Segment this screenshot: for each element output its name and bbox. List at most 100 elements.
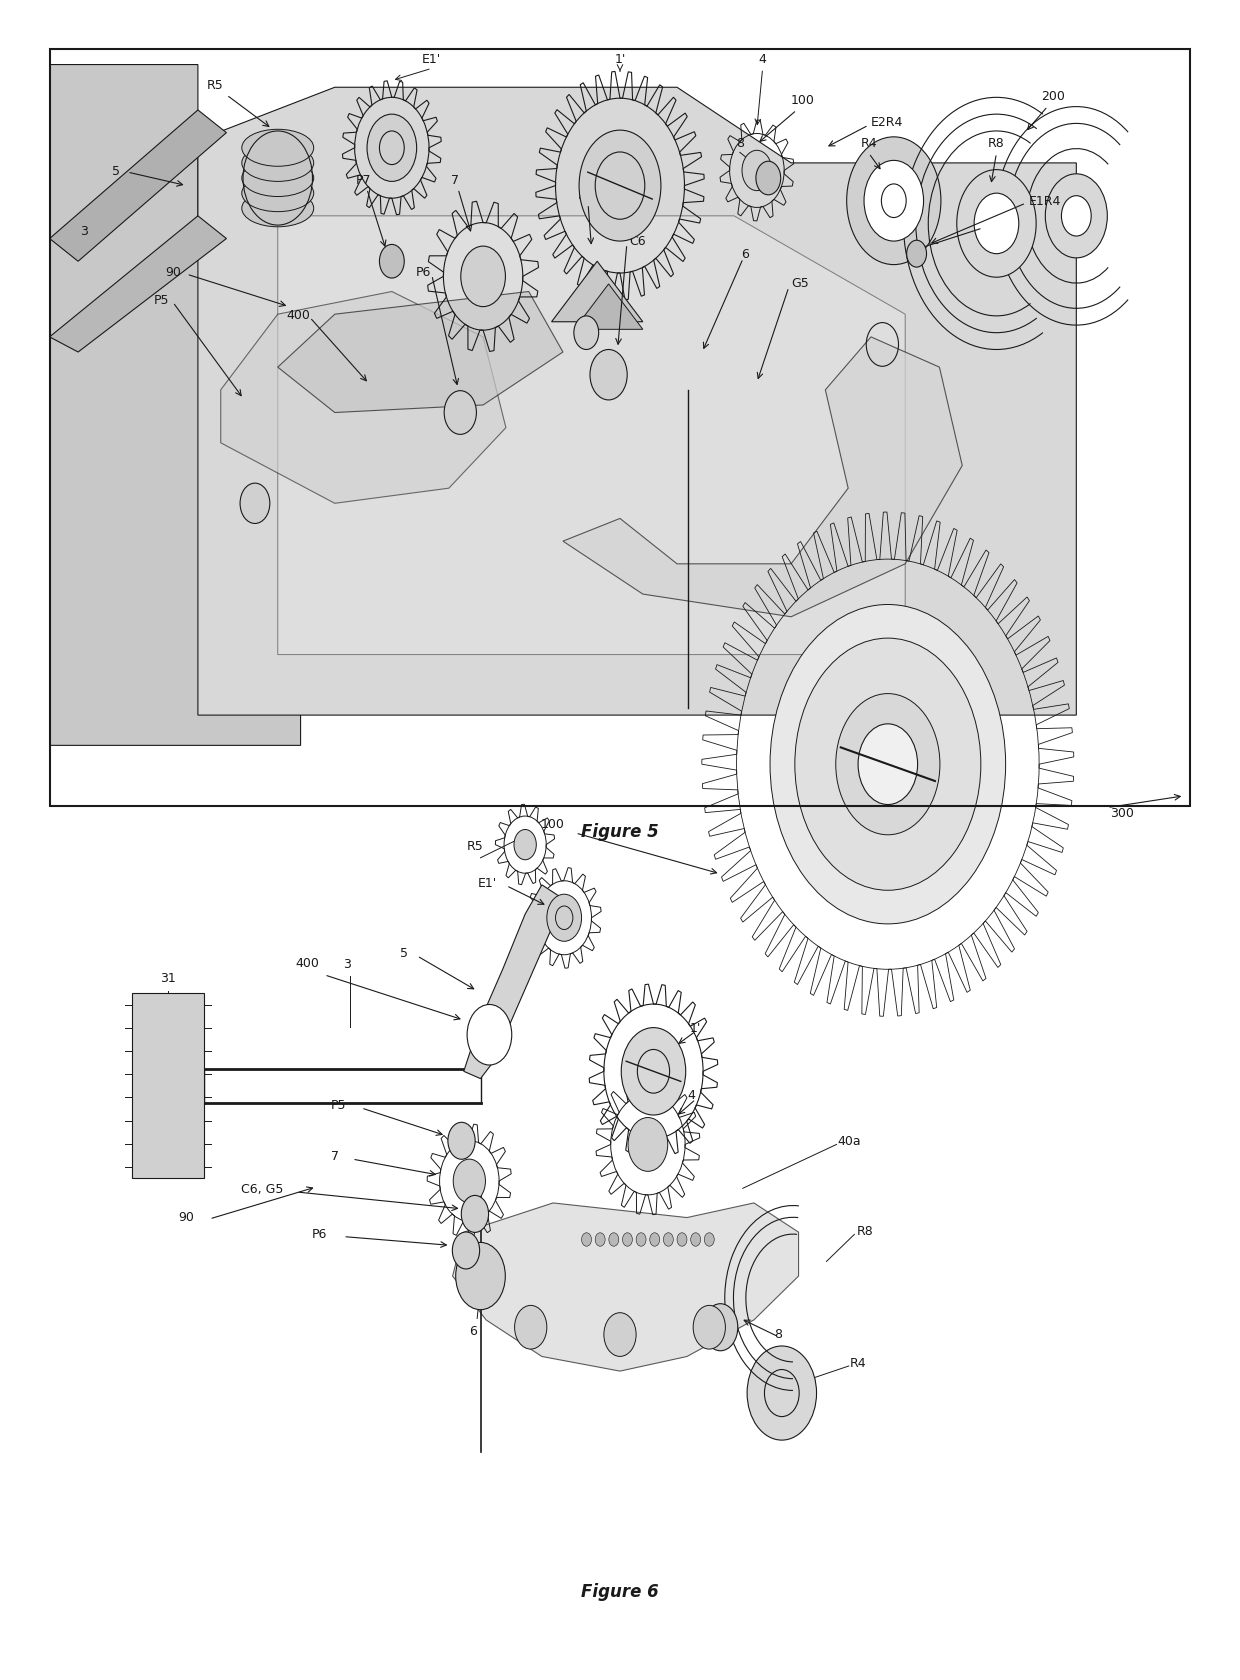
Text: 400: 400 (295, 956, 320, 969)
Text: 90: 90 (165, 265, 181, 279)
Text: R4: R4 (861, 138, 877, 150)
Text: E1': E1' (477, 877, 497, 890)
Circle shape (621, 1028, 686, 1116)
Text: 3: 3 (79, 225, 88, 239)
Text: 8: 8 (774, 1327, 782, 1339)
Circle shape (1045, 175, 1107, 259)
Circle shape (609, 1233, 619, 1247)
Text: P6: P6 (417, 265, 432, 279)
Circle shape (636, 1233, 646, 1247)
Text: P5: P5 (154, 294, 169, 306)
Polygon shape (198, 89, 1076, 716)
Text: 6: 6 (469, 1324, 476, 1337)
Text: P7: P7 (356, 173, 371, 186)
Circle shape (704, 1233, 714, 1247)
Bar (131, 995, 203, 1179)
Ellipse shape (242, 146, 314, 183)
Circle shape (691, 1233, 701, 1247)
Text: G5: G5 (791, 277, 810, 289)
Polygon shape (464, 885, 558, 1079)
Circle shape (1061, 197, 1091, 237)
Circle shape (590, 351, 627, 402)
Text: P6: P6 (312, 1228, 327, 1240)
Polygon shape (552, 262, 642, 323)
Circle shape (693, 1305, 725, 1349)
Text: 31: 31 (160, 971, 176, 984)
Circle shape (454, 1159, 486, 1203)
Circle shape (627, 1117, 668, 1171)
Ellipse shape (242, 190, 314, 228)
Text: P8: P8 (985, 220, 1001, 232)
Circle shape (742, 151, 771, 192)
Circle shape (595, 1233, 605, 1247)
Circle shape (975, 195, 1019, 255)
Circle shape (453, 1231, 480, 1268)
Text: 7: 7 (331, 1149, 339, 1163)
Circle shape (864, 161, 924, 242)
Polygon shape (278, 292, 563, 413)
Text: 4: 4 (759, 52, 766, 66)
Text: P5: P5 (331, 1099, 347, 1110)
Circle shape (677, 1233, 687, 1247)
Text: Figure 6: Figure 6 (582, 1583, 658, 1599)
Text: C6: C6 (629, 235, 646, 247)
Circle shape (770, 605, 1006, 924)
Circle shape (547, 895, 582, 942)
Text: 200: 200 (1042, 91, 1065, 104)
Ellipse shape (242, 161, 314, 198)
Circle shape (574, 318, 599, 351)
Text: E1R4: E1R4 (1028, 195, 1060, 208)
Text: E1': E1' (422, 52, 441, 66)
Ellipse shape (242, 131, 314, 168)
Circle shape (663, 1233, 673, 1247)
Text: 5: 5 (112, 165, 120, 178)
Circle shape (604, 1314, 636, 1357)
Circle shape (515, 830, 536, 860)
Circle shape (444, 391, 476, 435)
Circle shape (367, 116, 417, 183)
Text: 300: 300 (1110, 806, 1133, 820)
Polygon shape (50, 111, 227, 262)
Polygon shape (563, 338, 962, 617)
Circle shape (957, 171, 1037, 277)
Polygon shape (453, 1203, 799, 1371)
Text: R5: R5 (466, 840, 484, 852)
Text: C6, G5: C6, G5 (241, 1183, 283, 1194)
Text: 90: 90 (177, 1210, 193, 1223)
Circle shape (756, 163, 781, 197)
Bar (50, 50, 1190, 806)
Polygon shape (221, 292, 506, 504)
Text: 40a: 40a (838, 1134, 862, 1147)
Polygon shape (50, 217, 227, 353)
Text: 5: 5 (401, 948, 408, 959)
Circle shape (515, 1305, 547, 1349)
Circle shape (622, 1233, 632, 1247)
Text: 6: 6 (742, 249, 749, 260)
Circle shape (650, 1233, 660, 1247)
Text: R7: R7 (578, 188, 594, 202)
Text: Figure 5: Figure 5 (582, 823, 658, 840)
Circle shape (582, 1233, 591, 1247)
Circle shape (836, 694, 940, 835)
Circle shape (746, 1346, 817, 1440)
Text: R5: R5 (207, 79, 223, 92)
Text: 3: 3 (342, 958, 351, 971)
Polygon shape (50, 66, 300, 746)
Text: R8: R8 (857, 1225, 873, 1238)
Circle shape (703, 1304, 738, 1351)
Text: 1': 1' (689, 1021, 701, 1035)
Text: 1': 1' (614, 52, 626, 66)
Circle shape (858, 724, 918, 805)
Ellipse shape (242, 176, 314, 213)
Text: 8: 8 (735, 138, 744, 150)
Circle shape (579, 131, 661, 242)
Circle shape (456, 1243, 506, 1310)
Circle shape (795, 638, 981, 890)
Text: R8: R8 (988, 138, 1004, 150)
Text: 100: 100 (541, 818, 565, 830)
Circle shape (461, 247, 506, 307)
Text: R4: R4 (849, 1356, 867, 1369)
Text: 100: 100 (791, 94, 815, 108)
Text: 7: 7 (450, 173, 459, 186)
Circle shape (906, 240, 926, 269)
